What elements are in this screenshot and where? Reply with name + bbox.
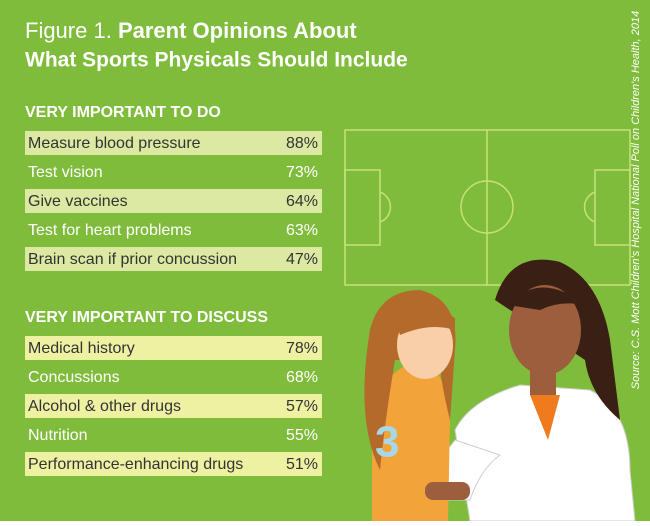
item-value: 47% [286,251,318,268]
item-value: 57% [286,398,318,415]
illustration: 3 [364,259,636,522]
section-heading: VERY IMPORTANT TO DISCUSS [25,309,268,326]
item-value: 78% [286,340,318,357]
row-highlight [25,394,322,418]
item-label: Test for heart problems [28,222,192,239]
row-highlight [25,247,322,271]
title: Figure 1. Parent Opinions About [25,18,357,43]
item-label: Medical history [28,340,135,357]
title-line: What Sports Physicals Should Include [25,49,408,72]
figure-label: Figure 1. [25,18,112,43]
item-value: 88% [286,135,318,152]
item-value: 55% [286,427,318,444]
row-highlight [25,131,322,155]
item-label: Concussions [28,369,120,386]
item-value: 64% [286,193,318,210]
source: Source: C.S. Mott Children's Hospital Na… [630,11,642,389]
row-highlight [25,336,322,360]
row-highlight [25,189,322,213]
soccer-field [344,129,631,286]
lists: VERY IMPORTANT TO DO Measure blood pressu… [25,104,322,476]
item-label: Measure blood pressure [28,135,201,152]
item-label: Performance-enhancing drugs [28,456,243,473]
title-line: Parent Opinions About [118,18,357,43]
item-value: 73% [286,164,318,181]
section-heading: VERY IMPORTANT TO DO [25,104,221,121]
item-label: Alcohol & other drugs [28,398,181,415]
item-label: Brain scan if prior concussion [28,251,237,268]
item-value: 68% [286,369,318,386]
jersey-number: 3 [375,418,399,467]
item-value: 63% [286,222,318,239]
item-label: Test vision [28,164,103,181]
item-value: 51% [286,456,318,473]
item-label: Give vaccines [28,193,128,210]
row-highlight [25,452,322,476]
item-label: Nutrition [28,427,88,444]
